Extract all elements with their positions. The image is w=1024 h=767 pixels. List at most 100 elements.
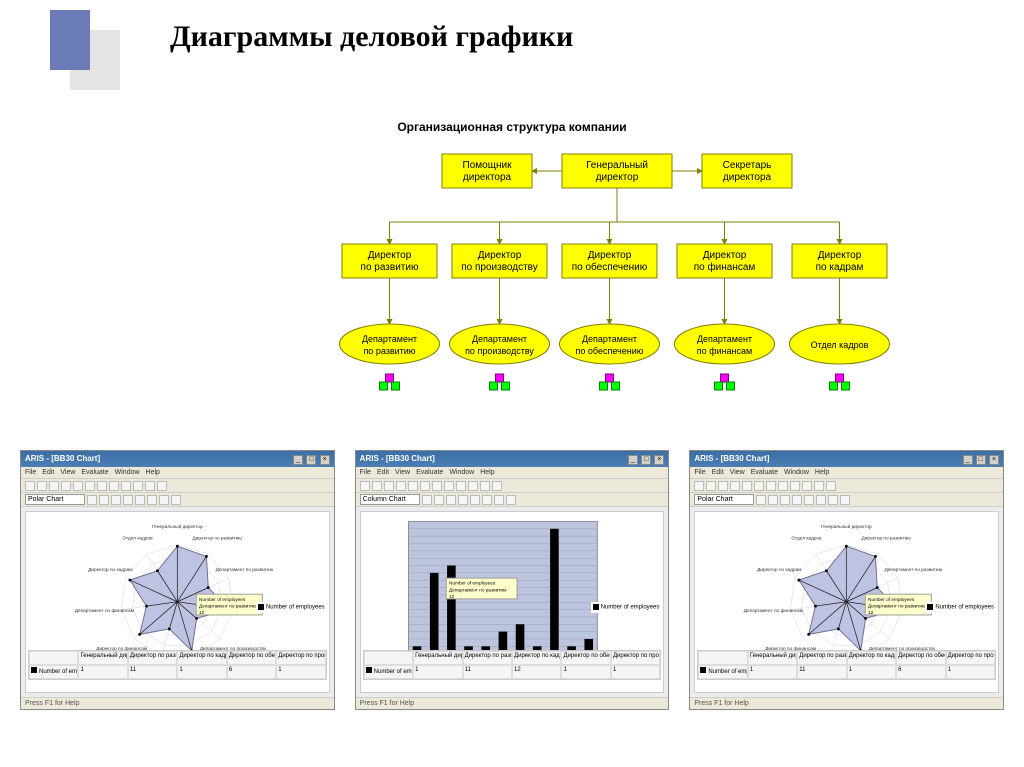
toolbar-button[interactable]: [458, 495, 468, 505]
toolbar-button[interactable]: [111, 495, 121, 505]
toolbar-button[interactable]: [61, 481, 71, 491]
svg-text:по развитию: по развитию: [361, 262, 419, 273]
menu-item[interactable]: Help: [146, 469, 160, 476]
toolbar-button[interactable]: [25, 481, 35, 491]
menu-item[interactable]: Help: [815, 469, 829, 476]
toolbar-button[interactable]: [87, 495, 97, 505]
menu-item[interactable]: File: [694, 469, 705, 476]
toolbar-button[interactable]: [408, 481, 418, 491]
toolbar-button[interactable]: [828, 495, 838, 505]
menu-item[interactable]: View: [60, 469, 75, 476]
toolbar-button[interactable]: [145, 481, 155, 491]
minimize-button[interactable]: _: [293, 455, 303, 465]
toolbar-button[interactable]: [456, 481, 466, 491]
toolbar-button[interactable]: [706, 481, 716, 491]
window-title: ARIS - [BB30 Chart]: [360, 451, 435, 467]
chart-type-select[interactable]: Polar Chart: [694, 494, 754, 505]
toolbar-button[interactable]: [97, 481, 107, 491]
menu-item[interactable]: View: [395, 469, 410, 476]
toolbar-button[interactable]: [372, 481, 382, 491]
toolbar-button[interactable]: [171, 495, 181, 505]
menu-item[interactable]: File: [25, 469, 36, 476]
toolbar-button[interactable]: [37, 481, 47, 491]
menu-item[interactable]: Evaluate: [751, 469, 778, 476]
chart-type-select[interactable]: Polar Chart: [25, 494, 85, 505]
toolbar-button[interactable]: [121, 481, 131, 491]
menu-item[interactable]: Evaluate: [416, 469, 443, 476]
toolbar-button[interactable]: [135, 495, 145, 505]
toolbar-button[interactable]: [814, 481, 824, 491]
menu-item[interactable]: File: [360, 469, 371, 476]
window-status: Press F1 for Help: [356, 697, 669, 709]
toolbar-button[interactable]: [109, 481, 119, 491]
maximize-button[interactable]: □: [641, 455, 651, 465]
menu-item[interactable]: Evaluate: [81, 469, 108, 476]
menu-item[interactable]: Edit: [42, 469, 54, 476]
toolbar-button[interactable]: [754, 481, 764, 491]
window-toolbar-2: Polar Chart: [690, 493, 1003, 507]
menu-item[interactable]: Help: [480, 469, 494, 476]
toolbar-button[interactable]: [742, 481, 752, 491]
toolbar-button[interactable]: [840, 495, 850, 505]
toolbar-button[interactable]: [780, 495, 790, 505]
window-menu: File Edit View Evaluate Window Help: [690, 467, 1003, 479]
toolbar-button[interactable]: [85, 481, 95, 491]
toolbar-button[interactable]: [396, 481, 406, 491]
toolbar-button[interactable]: [157, 481, 167, 491]
menu-item[interactable]: Edit: [377, 469, 389, 476]
toolbar-button[interactable]: [792, 495, 802, 505]
toolbar-button[interactable]: [802, 481, 812, 491]
toolbar-button[interactable]: [694, 481, 704, 491]
close-button[interactable]: ×: [989, 455, 999, 465]
toolbar-button[interactable]: [778, 481, 788, 491]
toolbar-button[interactable]: [480, 481, 490, 491]
menu-item[interactable]: Window: [449, 469, 474, 476]
toolbar-button[interactable]: [470, 495, 480, 505]
toolbar-button[interactable]: [826, 481, 836, 491]
toolbar-button[interactable]: [159, 495, 169, 505]
toolbar-button[interactable]: [468, 481, 478, 491]
window-titlebar: ARIS - [BB30 Chart] _ □ ×: [690, 451, 1003, 467]
close-button[interactable]: ×: [320, 455, 330, 465]
table-header-cell: Директор по обеспечению: [896, 651, 945, 665]
menu-item[interactable]: Window: [115, 469, 140, 476]
close-button[interactable]: ×: [654, 455, 664, 465]
toolbar-button[interactable]: [492, 481, 502, 491]
chart-type-select[interactable]: Column Chart: [360, 494, 420, 505]
toolbar-button[interactable]: [420, 481, 430, 491]
svg-text:Директор по кадрам: Директор по кадрам: [88, 567, 132, 573]
toolbar-button[interactable]: [99, 495, 109, 505]
maximize-button[interactable]: □: [306, 455, 316, 465]
minimize-button[interactable]: _: [628, 455, 638, 465]
toolbar-button[interactable]: [730, 481, 740, 491]
toolbar-button[interactable]: [816, 495, 826, 505]
toolbar-button[interactable]: [444, 481, 454, 491]
menu-item[interactable]: Edit: [712, 469, 724, 476]
toolbar-button[interactable]: [384, 481, 394, 491]
toolbar-button[interactable]: [49, 481, 59, 491]
toolbar-button[interactable]: [133, 481, 143, 491]
toolbar-button[interactable]: [790, 481, 800, 491]
toolbar-button[interactable]: [506, 495, 516, 505]
maximize-button[interactable]: □: [976, 455, 986, 465]
toolbar-button[interactable]: [432, 481, 442, 491]
toolbar-button[interactable]: [718, 481, 728, 491]
toolbar-button[interactable]: [434, 495, 444, 505]
table-cell: 1: [611, 665, 660, 679]
toolbar-button[interactable]: [766, 481, 776, 491]
toolbar-button[interactable]: [73, 481, 83, 491]
toolbar-button[interactable]: [123, 495, 133, 505]
toolbar-button[interactable]: [147, 495, 157, 505]
data-table: Генеральный директорДиректор по развитию…: [28, 650, 327, 680]
menu-item[interactable]: Window: [784, 469, 809, 476]
minimize-button[interactable]: _: [963, 455, 973, 465]
toolbar-button[interactable]: [422, 495, 432, 505]
toolbar-button[interactable]: [482, 495, 492, 505]
toolbar-button[interactable]: [756, 495, 766, 505]
toolbar-button[interactable]: [360, 481, 370, 491]
toolbar-button[interactable]: [804, 495, 814, 505]
toolbar-button[interactable]: [768, 495, 778, 505]
menu-item[interactable]: View: [730, 469, 745, 476]
toolbar-button[interactable]: [494, 495, 504, 505]
toolbar-button[interactable]: [446, 495, 456, 505]
